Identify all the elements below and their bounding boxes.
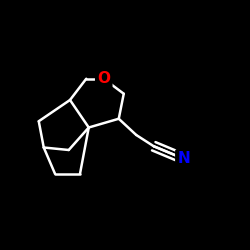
- Text: O: O: [97, 71, 110, 86]
- Text: N: N: [178, 151, 190, 166]
